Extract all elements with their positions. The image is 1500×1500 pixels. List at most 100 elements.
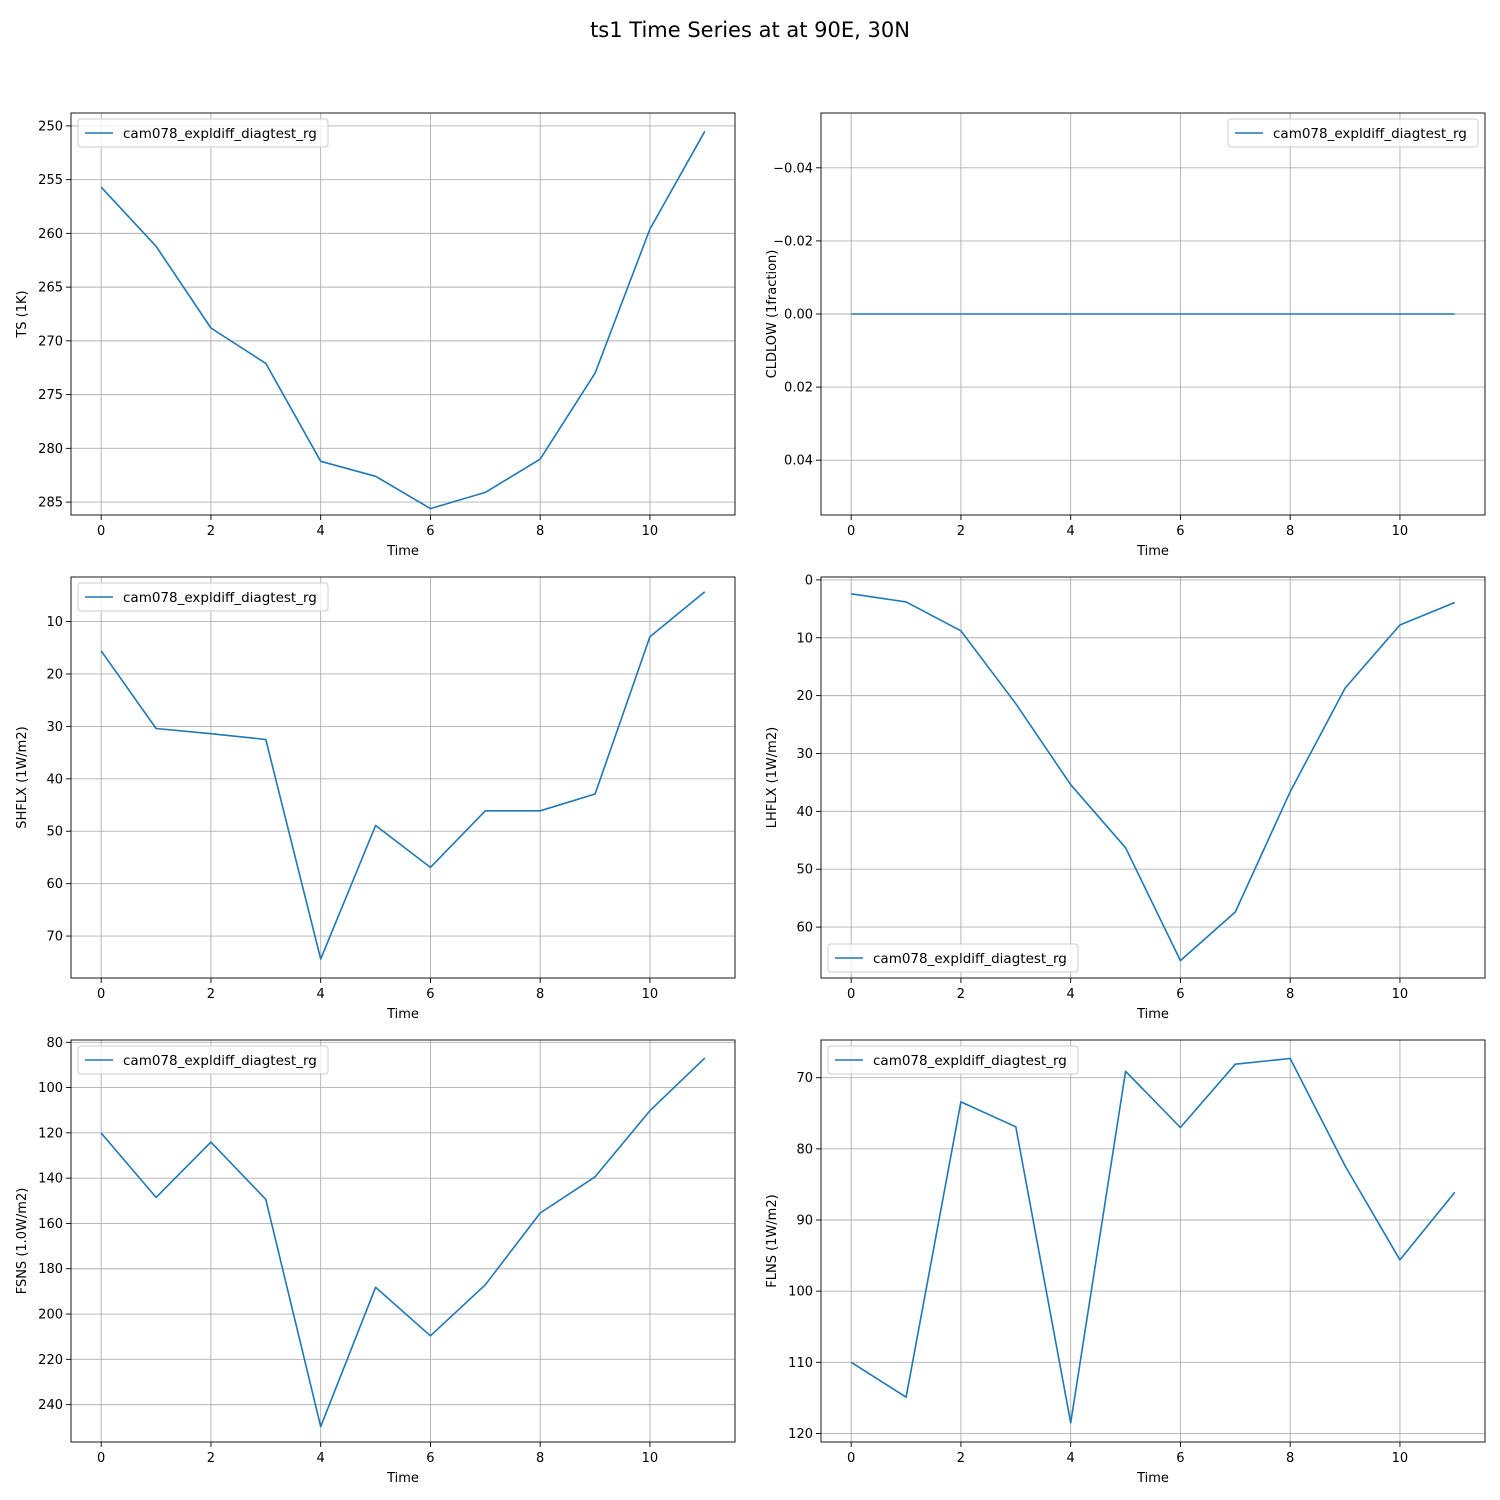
data-point xyxy=(649,1109,651,1111)
plot-frame xyxy=(70,112,736,516)
y-tick-label: 0.04 xyxy=(784,454,813,469)
x-tick-label: 2 xyxy=(207,1451,215,1466)
x-tick-label: 6 xyxy=(1176,1451,1184,1466)
x-tick-label: 4 xyxy=(317,987,325,1002)
data-point xyxy=(155,245,157,247)
y-tick-label: 40 xyxy=(796,805,813,820)
data-point xyxy=(374,475,376,477)
data-point xyxy=(1454,601,1456,603)
plot-frame xyxy=(820,112,1486,516)
data-point xyxy=(1179,1126,1181,1128)
plot-frame xyxy=(70,1039,736,1443)
data-point xyxy=(429,1335,431,1337)
data-point xyxy=(374,1286,376,1288)
x-tick-label: 8 xyxy=(1286,524,1294,539)
y-tick-label: 280 xyxy=(38,442,63,457)
y-axis-label: SHFLX (1W/m2) xyxy=(15,726,30,828)
y-tick-label: 140 xyxy=(38,1172,63,1187)
x-tick-label: 4 xyxy=(317,1451,325,1466)
data-point xyxy=(649,228,651,230)
data-point xyxy=(850,593,852,595)
legend-box xyxy=(1227,118,1479,148)
data-point xyxy=(1399,1259,1401,1261)
y-tick-label: 20 xyxy=(796,689,813,704)
y-tick-label: 10 xyxy=(796,631,813,646)
data-point xyxy=(1069,784,1071,786)
data-point xyxy=(1399,313,1401,315)
data-point xyxy=(484,810,486,812)
data-point xyxy=(850,1361,852,1363)
data-point xyxy=(374,824,376,826)
legend: cam078_expldiff_diagtest_rg xyxy=(77,1045,329,1075)
data-point xyxy=(1344,687,1346,689)
y-tick-label: 255 xyxy=(38,173,63,188)
data-point xyxy=(704,130,706,132)
y-tick-label: 80 xyxy=(46,1036,63,1051)
x-tick-label: 8 xyxy=(536,524,544,539)
data-point xyxy=(1015,1126,1017,1128)
y-tick-label: 180 xyxy=(38,1262,63,1277)
y-tick-label: 100 xyxy=(38,1081,63,1096)
data-point xyxy=(155,727,157,729)
y-tick-label: 270 xyxy=(38,334,63,349)
x-tick-label: 8 xyxy=(536,987,544,1002)
x-tick-label: 4 xyxy=(1067,1451,1075,1466)
data-point xyxy=(704,1057,706,1059)
x-tick-label: 0 xyxy=(97,987,105,1002)
x-tick-label: 0 xyxy=(847,987,855,1002)
legend: cam078_expldiff_diagtest_rg xyxy=(827,1045,1079,1075)
legend: cam078_expldiff_diagtest_rg xyxy=(1227,118,1479,148)
data-point xyxy=(704,590,706,592)
data-point xyxy=(850,313,852,315)
y-tick-label: 240 xyxy=(38,1398,63,1413)
x-axis-label: Time xyxy=(386,1471,419,1486)
data-point xyxy=(1399,624,1401,626)
data-point xyxy=(100,650,102,652)
data-point xyxy=(594,1176,596,1178)
x-axis-label: Time xyxy=(386,544,419,559)
data-point xyxy=(960,313,962,315)
x-tick-label: 10 xyxy=(1392,524,1409,539)
data-point xyxy=(265,362,267,364)
data-point xyxy=(429,507,431,509)
x-tick-label: 10 xyxy=(642,987,659,1002)
y-tick-label: 220 xyxy=(38,1353,63,1368)
data-point xyxy=(1344,1165,1346,1167)
x-tick-label: 2 xyxy=(207,524,215,539)
data-point xyxy=(1015,313,1017,315)
y-tick-label: 250 xyxy=(38,119,63,134)
data-point xyxy=(905,313,907,315)
y-tick-label: 60 xyxy=(796,921,813,936)
data-point xyxy=(210,327,212,329)
x-tick-label: 6 xyxy=(426,1451,434,1466)
data-point xyxy=(960,630,962,632)
y-tick-label: 120 xyxy=(38,1126,63,1141)
y-tick-label: 90 xyxy=(796,1214,813,1229)
data-point xyxy=(1124,1070,1126,1072)
x-tick-label: 4 xyxy=(1067,987,1075,1002)
x-tick-label: 10 xyxy=(642,1451,659,1466)
data-point xyxy=(1454,313,1456,315)
y-tick-label: 30 xyxy=(796,747,813,762)
y-tick-label: 0.00 xyxy=(784,308,813,323)
data-point xyxy=(1344,313,1346,315)
x-tick-label: 10 xyxy=(1392,1451,1409,1466)
data-point xyxy=(539,810,541,812)
x-tick-label: 6 xyxy=(426,524,434,539)
y-tick-label: 0.02 xyxy=(784,381,813,396)
data-point xyxy=(1454,1191,1456,1193)
data-point xyxy=(484,491,486,493)
series-line xyxy=(851,593,1456,962)
data-point xyxy=(1069,313,1071,315)
x-tick-label: 0 xyxy=(847,524,855,539)
legend-box xyxy=(827,943,1079,973)
x-axis-label: Time xyxy=(1136,1007,1169,1022)
data-point xyxy=(905,601,907,603)
data-point xyxy=(429,866,431,868)
x-tick-label: 0 xyxy=(97,524,105,539)
y-tick-label: 275 xyxy=(38,388,63,403)
y-axis-label: FSNS (1.0W/m2) xyxy=(15,1188,30,1295)
series-line xyxy=(100,130,706,510)
data-point xyxy=(1289,313,1291,315)
legend-label: cam078_expldiff_diagtest_rg xyxy=(123,590,317,606)
